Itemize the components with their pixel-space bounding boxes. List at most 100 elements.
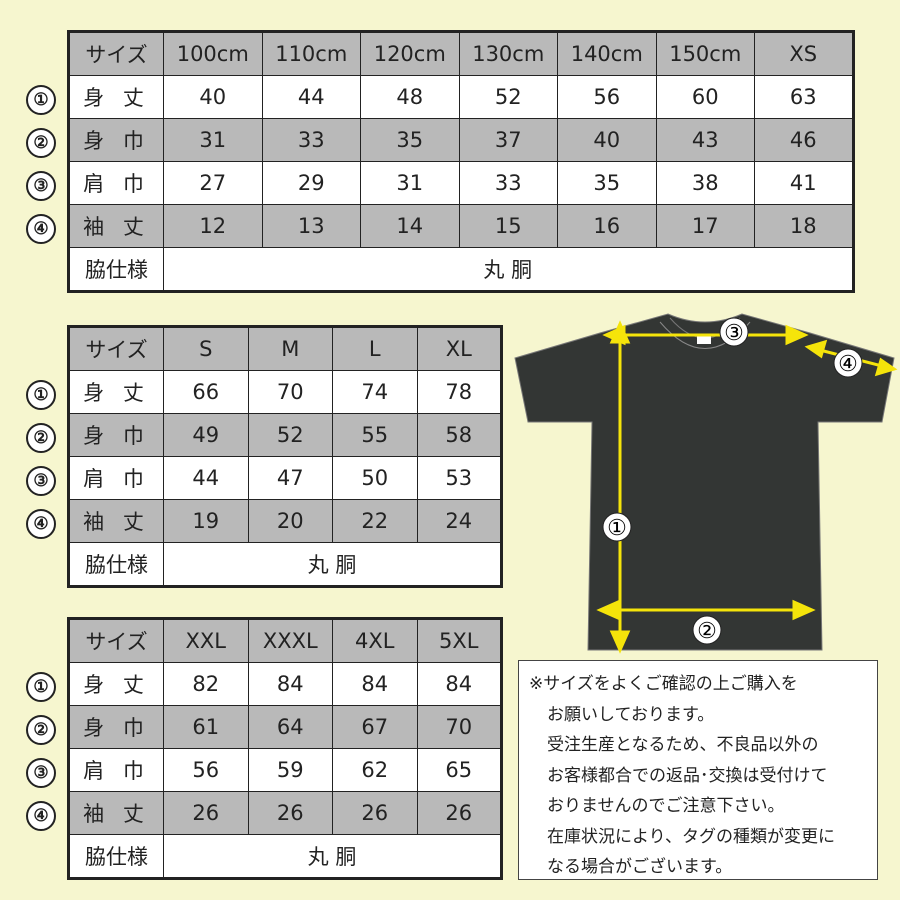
size-header: M bbox=[247, 326, 333, 371]
size-header: XXL bbox=[163, 618, 249, 663]
table-cell: 13 bbox=[261, 204, 361, 248]
table-cell: 82 bbox=[163, 662, 249, 706]
side-label: 脇仕様 bbox=[68, 834, 164, 879]
table-row: 身 巾 61 64 67 70 bbox=[68, 705, 502, 749]
table-cell: 58 bbox=[416, 413, 502, 457]
table-row: 肩 巾 27 29 31 33 35 38 41 bbox=[68, 161, 854, 205]
table-cell: 22 bbox=[332, 499, 418, 543]
table-cell: 26 bbox=[247, 791, 333, 835]
notice-line: おりませんのでご注意下さい。 bbox=[547, 796, 785, 816]
row-label: 身 巾 bbox=[68, 705, 164, 749]
table-cell: 52 bbox=[458, 75, 558, 119]
table-cell: 44 bbox=[261, 75, 361, 119]
measurement-arrows bbox=[596, 320, 898, 654]
table-row: 身 丈 66 70 74 78 bbox=[68, 370, 502, 414]
row-marker-2: ② bbox=[26, 715, 56, 745]
table-cell: 55 bbox=[332, 413, 418, 457]
row-label: 肩 巾 bbox=[68, 456, 164, 500]
tag-icon bbox=[697, 336, 711, 344]
table-cell: 61 bbox=[163, 705, 249, 749]
table-cell: 29 bbox=[261, 161, 361, 205]
table-cell: 37 bbox=[458, 118, 558, 162]
table-cell: 53 bbox=[416, 456, 502, 500]
table-cell: 40 bbox=[557, 118, 657, 162]
row-label: 身 巾 bbox=[68, 118, 164, 162]
marker-1: ① bbox=[607, 516, 627, 541]
table-cell: 70 bbox=[247, 370, 333, 414]
row-marker-1: ① bbox=[26, 380, 56, 410]
side-row: 脇仕様丸 胴 bbox=[68, 247, 854, 292]
size-header: 100cm bbox=[163, 31, 263, 76]
table-cell: 15 bbox=[458, 204, 558, 248]
row-marker-4: ④ bbox=[26, 801, 56, 831]
row-label: 身 丈 bbox=[68, 75, 164, 119]
table-cell: 74 bbox=[332, 370, 418, 414]
tshirt-diagram: ③ ④ ① ② bbox=[514, 313, 898, 654]
row-label: 身 巾 bbox=[68, 413, 164, 457]
table-cell: 31 bbox=[360, 161, 460, 205]
size-header: XXXL bbox=[247, 618, 333, 663]
table-cell: 27 bbox=[163, 161, 263, 205]
table-cell: 46 bbox=[754, 118, 854, 162]
table-cell: 40 bbox=[163, 75, 263, 119]
table-cell: 43 bbox=[655, 118, 755, 162]
size-table-1: サイズ 100cm 110cm 120cm 130cm 140cm 150cm XS 身 丈 40… bbox=[67, 30, 855, 293]
row-label: 肩 巾 bbox=[68, 748, 164, 792]
side-label: 脇仕様 bbox=[68, 247, 164, 292]
table-cell: 70 bbox=[416, 705, 502, 749]
table-row: 袖 丈 26 26 26 26 bbox=[68, 791, 502, 835]
table-cell: 18 bbox=[754, 204, 854, 248]
notice-line: 在庫状況により、タグの種類が変更に bbox=[547, 826, 835, 847]
row-label: 身 丈 bbox=[68, 370, 164, 414]
header-label: サイズ bbox=[68, 618, 164, 663]
header-label: サイズ bbox=[68, 326, 164, 371]
side-value: 丸 胴 bbox=[163, 542, 502, 587]
table-row: 肩 巾 44 47 50 53 bbox=[68, 456, 502, 500]
row-marker-2: ② bbox=[26, 423, 56, 453]
table-cell: 84 bbox=[416, 662, 502, 706]
notice-line: お客様都合での返品･交換は受付けて bbox=[547, 765, 828, 786]
table-row: 袖 丈 12 13 14 15 16 17 18 bbox=[68, 204, 854, 248]
marker-3: ③ bbox=[724, 321, 744, 346]
notice-line: ※サイズをよくご確認の上ご購入を bbox=[529, 674, 798, 694]
notice-line: なる場合がございます。 bbox=[547, 857, 733, 877]
size-header: L bbox=[332, 326, 418, 371]
size-header: 120cm bbox=[360, 31, 460, 76]
row-label: 袖 丈 bbox=[68, 499, 164, 543]
table-cell: 33 bbox=[261, 118, 361, 162]
table-cell: 31 bbox=[163, 118, 263, 162]
row-marker-2: ② bbox=[26, 128, 56, 158]
table-cell: 60 bbox=[655, 75, 755, 119]
table-row: 袖 丈 19 20 22 24 bbox=[68, 499, 502, 543]
row-marker-3: ③ bbox=[26, 171, 56, 201]
size-header: 5XL bbox=[416, 618, 502, 663]
row-label: 身 丈 bbox=[68, 662, 164, 706]
table-cell: 50 bbox=[332, 456, 418, 500]
table-cell: 26 bbox=[163, 791, 249, 835]
row-marker-1: ① bbox=[26, 85, 56, 115]
table-cell: 52 bbox=[247, 413, 333, 457]
row-marker-3: ③ bbox=[26, 758, 56, 788]
side-label: 脇仕様 bbox=[68, 542, 164, 587]
notice-line: 受注生産となるため、不良品以外の bbox=[547, 735, 819, 755]
table-cell: 26 bbox=[332, 791, 418, 835]
marker-4: ④ bbox=[838, 352, 858, 377]
table-cell: 56 bbox=[163, 748, 249, 792]
table-cell: 84 bbox=[247, 662, 333, 706]
table-cell: 35 bbox=[557, 161, 657, 205]
table-cell: 19 bbox=[163, 499, 249, 543]
header-label: サイズ bbox=[68, 31, 164, 76]
notice-line: お願いしております。 bbox=[547, 704, 715, 725]
size-header: XL bbox=[416, 326, 502, 371]
row-marker-1: ① bbox=[26, 672, 56, 702]
size-header: 140cm bbox=[557, 31, 657, 76]
row-marker-4: ④ bbox=[26, 509, 56, 539]
size-header: 110cm bbox=[261, 31, 361, 76]
table-cell: 49 bbox=[163, 413, 249, 457]
table-row: 身 巾 49 52 55 58 bbox=[68, 413, 502, 457]
side-value: 丸 胴 bbox=[163, 834, 502, 879]
table-cell: 12 bbox=[163, 204, 263, 248]
table-cell: 16 bbox=[557, 204, 657, 248]
table-cell: 62 bbox=[332, 748, 418, 792]
table-cell: 24 bbox=[416, 499, 502, 543]
